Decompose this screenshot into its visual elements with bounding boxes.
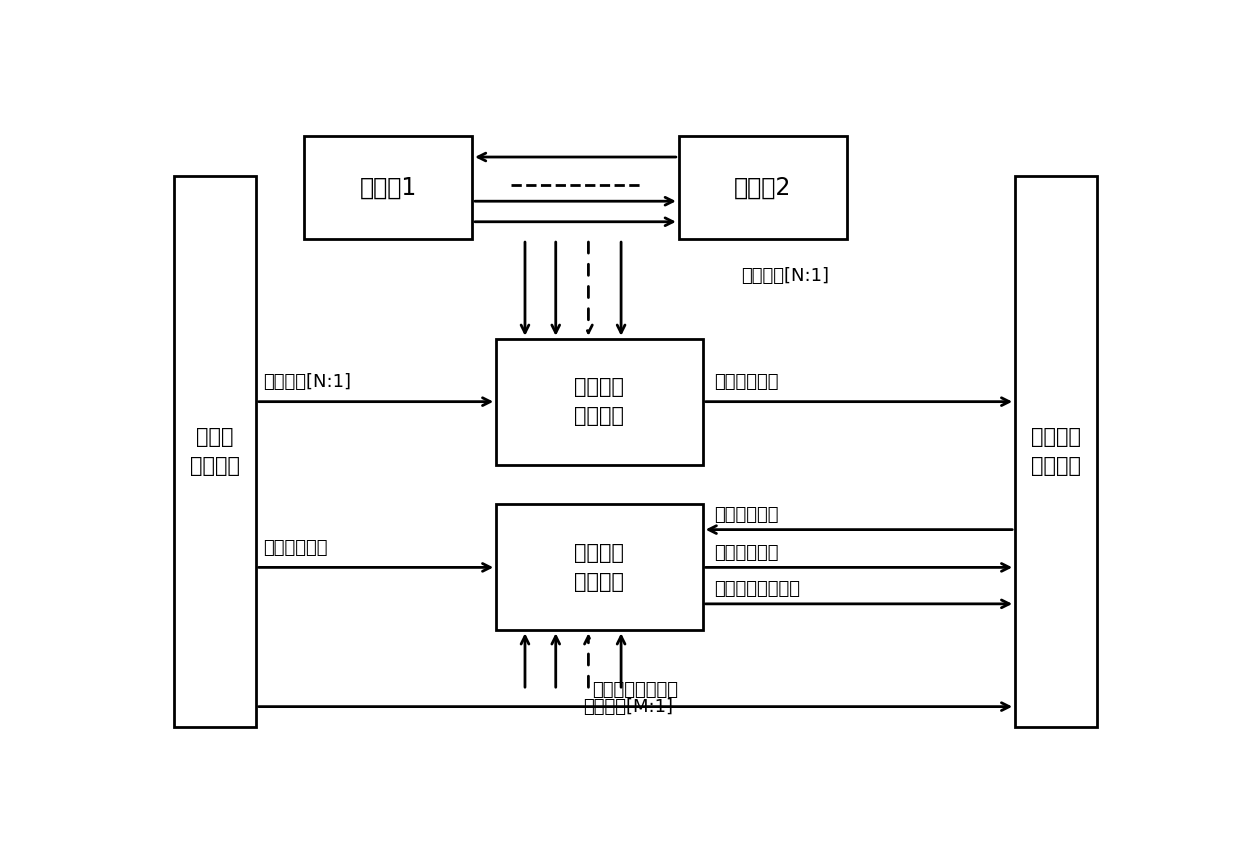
Text: 监测功能选择信号: 监测功能选择信号: [593, 681, 678, 699]
Text: 管脚选择
复用模块: 管脚选择 复用模块: [1030, 427, 1081, 476]
Bar: [304, 136, 472, 239]
Text: 功能管脚
控制模块: 功能管脚 控制模块: [574, 543, 625, 592]
Text: 功能方向选择信号: 功能方向选择信号: [714, 580, 800, 598]
Text: 监测信号[N:1]: 监测信号[N:1]: [742, 267, 830, 285]
Text: 时钟域2: 时钟域2: [734, 176, 791, 200]
Bar: [496, 505, 703, 630]
Bar: [496, 338, 703, 465]
Text: 功能信号[M:1]: 功能信号[M:1]: [583, 697, 673, 715]
Text: 监测管脚
控制模块: 监测管脚 控制模块: [574, 377, 625, 426]
Bar: [1016, 177, 1096, 727]
Text: 时钟域1: 时钟域1: [360, 176, 417, 200]
Bar: [174, 177, 255, 727]
Text: 寄存器
配置模块: 寄存器 配置模块: [190, 427, 241, 476]
Text: 监测使能[N:1]: 监测使能[N:1]: [264, 373, 352, 391]
Text: 功能管脚配置: 功能管脚配置: [264, 538, 329, 556]
Text: 监测输出信号: 监测输出信号: [714, 373, 779, 391]
Text: 功能输入信号: 功能输入信号: [714, 506, 779, 524]
Bar: [678, 136, 847, 239]
Text: 功能输出信号: 功能输出信号: [714, 544, 779, 562]
